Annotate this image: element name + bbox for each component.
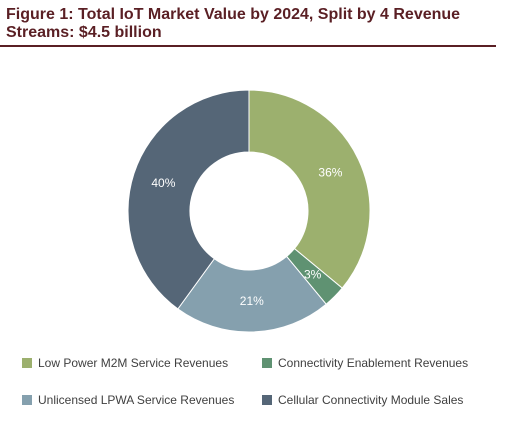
donut-slice-3 <box>127 89 250 310</box>
donut-slice-0 <box>248 89 371 289</box>
donut-slice-2 <box>177 255 327 333</box>
title-divider <box>0 45 496 47</box>
slice-value-label-2: 21% <box>240 294 264 308</box>
slice-value-label-0: 36% <box>318 166 342 180</box>
chart-title: Figure 1: Total IoT Market Value by 2024… <box>6 6 461 41</box>
slice-value-label-1: 3% <box>304 268 322 282</box>
slice-value-label-3: 40% <box>151 176 175 190</box>
chart-header: Figure 1: Total IoT Market Value by 2024… <box>0 0 507 50</box>
